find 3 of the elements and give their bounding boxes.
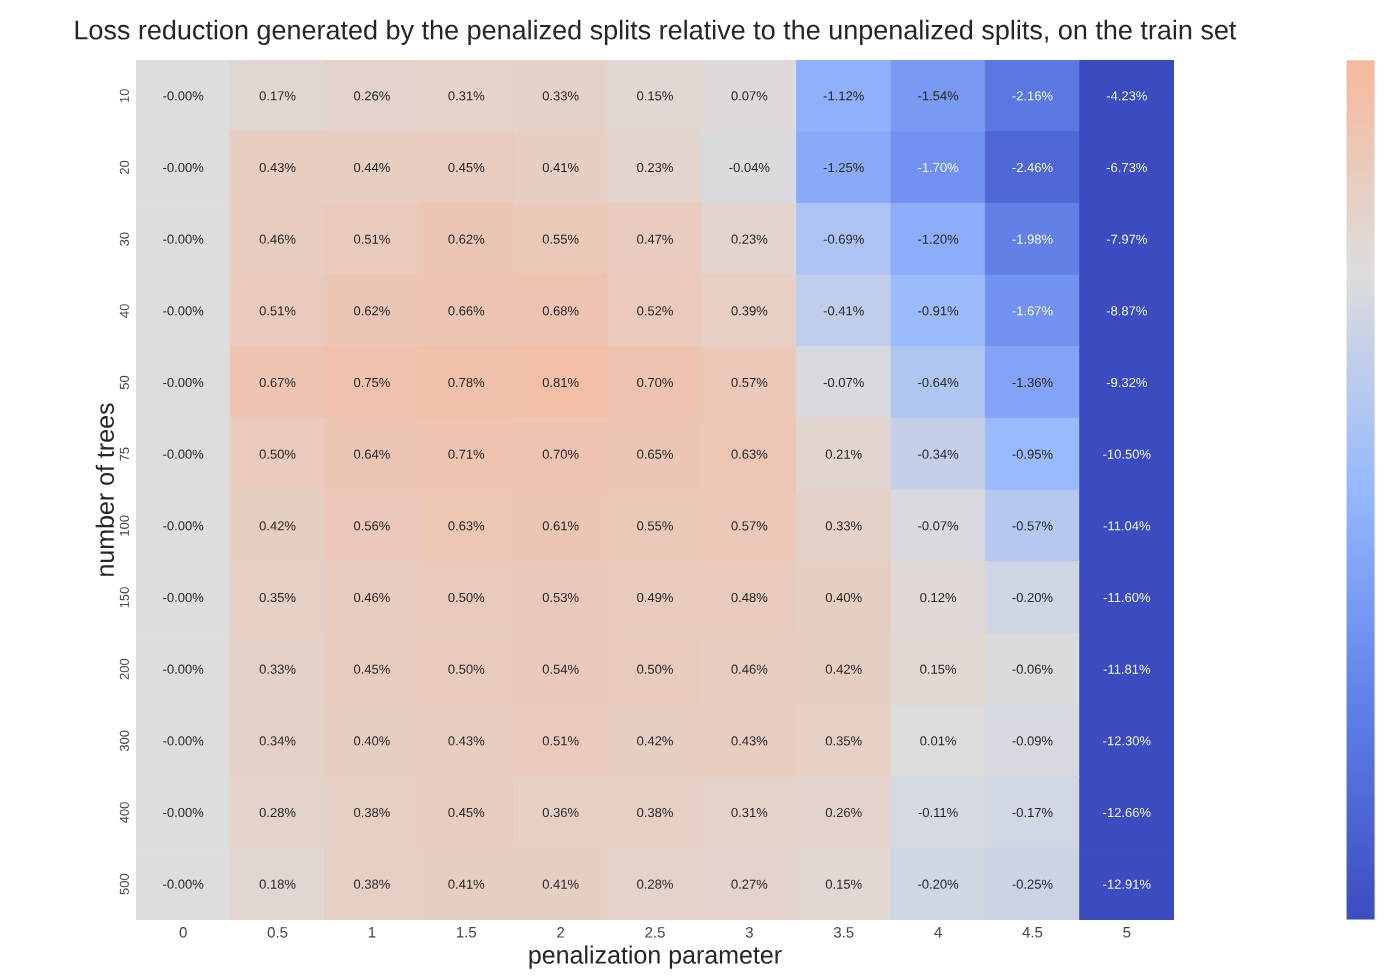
y-axis-title: number of trees [95, 403, 115, 576]
x-axis-title: penalization parameter [529, 945, 782, 969]
chart-title: Loss reduction generated by the penalized splits relative to the unpenalized splits, on the train set [75, 19, 1237, 45]
